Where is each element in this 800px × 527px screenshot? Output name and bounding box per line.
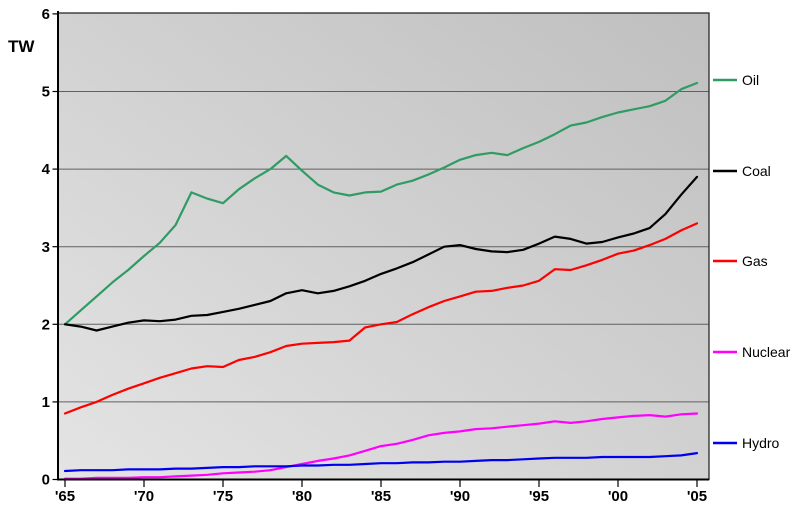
x-tick-label: '70 <box>134 488 154 505</box>
x-tick-label: '65 <box>55 488 75 505</box>
axis-ticks <box>52 13 698 487</box>
hydro-line <box>63 452 699 473</box>
y-tick-label: 3 <box>42 239 50 256</box>
y-axis-title: TW <box>8 37 35 56</box>
y-tick-label: 1 <box>42 394 50 411</box>
hydro-legend-label: Hydro <box>742 435 780 451</box>
y-axis-labels: 0 1 2 3 4 5 6 <box>42 6 51 489</box>
y-tick-label: 6 <box>42 6 50 23</box>
legend-item-nuclear: Nuclear <box>713 344 791 360</box>
x-tick-label: '75 <box>213 488 233 505</box>
y-tick-label: 4 <box>42 161 51 178</box>
oil-legend-label: Oil <box>742 72 759 88</box>
legend-item-oil: Oil <box>713 72 759 88</box>
coal-legend-label: Coal <box>742 163 771 179</box>
legend-item-coal: Coal <box>713 163 771 179</box>
y-tick-label: 2 <box>42 316 50 333</box>
nuclear-line <box>63 412 699 480</box>
x-tick-label: '00 <box>608 488 628 505</box>
series-lines <box>63 81 699 480</box>
coal-line <box>63 175 699 332</box>
legend-item-hydro: Hydro <box>713 435 780 451</box>
legend-item-gas: Gas <box>713 253 768 269</box>
gas-line <box>63 222 699 415</box>
nuclear-legend-label: Nuclear <box>742 344 791 360</box>
oil-line <box>63 81 699 326</box>
x-tick-label: '80 <box>292 488 312 505</box>
y-tick-label: 0 <box>42 472 50 489</box>
y-tick-label: 5 <box>42 84 50 101</box>
x-tick-label: '95 <box>529 488 549 505</box>
gas-legend-label: Gas <box>742 253 768 269</box>
legend: Oil Coal Gas Nuclear Hydro <box>713 72 791 451</box>
x-tick-label: '90 <box>450 488 470 505</box>
x-axis-labels: '65 '70 '75 '80 '85 '90 '95 '00 '05 <box>55 488 707 505</box>
x-tick-label: '05 <box>687 488 707 505</box>
x-tick-label: '85 <box>371 488 391 505</box>
